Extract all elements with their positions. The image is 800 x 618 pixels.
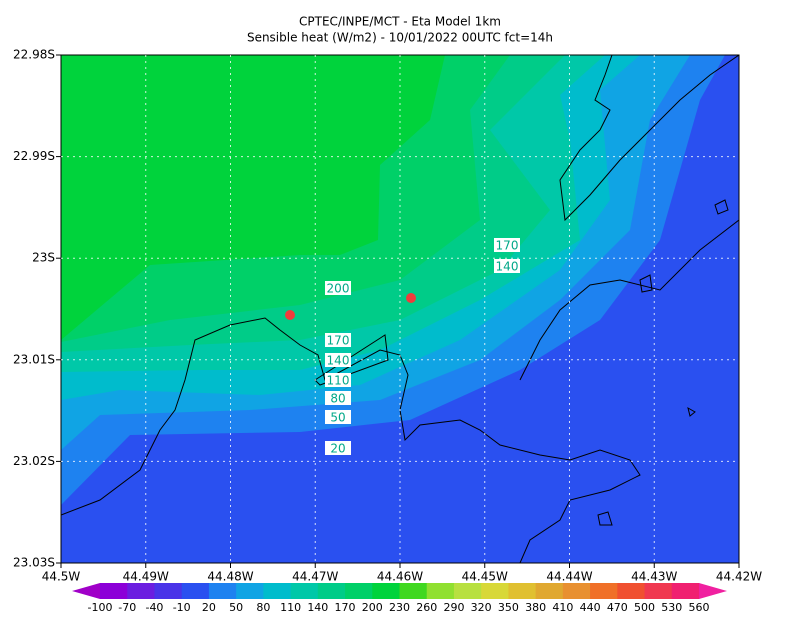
- colorbar-segment: [535, 583, 564, 599]
- colorbar-label: 230: [389, 601, 410, 614]
- colorbar-segment: [208, 583, 237, 599]
- coastline: [314, 334, 389, 386]
- x-tick-label: 44.45W: [462, 570, 508, 584]
- y-tick-label: 23.01S: [13, 352, 55, 366]
- colorbar-segment: [453, 583, 482, 599]
- colorbar-label: 560: [689, 601, 710, 614]
- colorbar-segment: [426, 583, 455, 599]
- colorbar-label: 440: [580, 601, 601, 614]
- colorbar-label: 200: [362, 601, 383, 614]
- colorbar-segment: [263, 583, 292, 599]
- y-tick-label: 23S: [32, 251, 55, 265]
- coastline: [519, 219, 739, 381]
- colorbar-end: [72, 583, 100, 599]
- colorbar-segment: [317, 583, 346, 599]
- contour-label-box: [325, 410, 351, 424]
- y-tick-label: 22.98S: [13, 48, 55, 62]
- colorbar-label: 110: [280, 601, 301, 614]
- colorbar-label: 170: [335, 601, 356, 614]
- contour-label: 110: [327, 374, 350, 388]
- shade: [61, 55, 445, 340]
- contour-label-box: [325, 441, 351, 455]
- colorbar-segment: [372, 583, 400, 599]
- title-line: Sensible heat (W/m2) - 10/01/2022 00UTC …: [247, 31, 553, 45]
- contour-label-box: [494, 259, 520, 273]
- contour-label: 140: [327, 354, 350, 368]
- contour-label: 50: [330, 411, 345, 425]
- colorbar-segment: [508, 583, 537, 599]
- colorbar-segment: [562, 583, 591, 599]
- colorbar-segment: [100, 583, 128, 599]
- colorbar-label: 20: [202, 601, 216, 614]
- contour-label: 170: [496, 239, 519, 253]
- colorbar-segment: [399, 583, 428, 599]
- colorbar-label: 410: [552, 601, 573, 614]
- contour-label-box: [325, 373, 351, 387]
- colorbar-label: -100: [88, 601, 113, 614]
- x-tick-label: 44.46W: [377, 570, 423, 584]
- coastline: [559, 55, 739, 222]
- x-tick-label: 44.47W: [292, 570, 338, 584]
- colorbar-segment: [236, 583, 264, 599]
- y-tick-label: 22.99S: [13, 149, 55, 163]
- colorbar-label: 530: [661, 601, 682, 614]
- colorbar-label: 290: [443, 601, 464, 614]
- contour-label: 20: [330, 442, 345, 456]
- contour-label: 200: [327, 282, 350, 296]
- x-tick-label: 44.5W: [42, 570, 81, 584]
- contour-label: 170: [327, 334, 350, 348]
- x-tick-label: 44.42W: [716, 570, 762, 584]
- colorbar-label: 320: [471, 601, 492, 614]
- colorbar-label: 140: [307, 601, 328, 614]
- contour-label-box: [325, 353, 351, 367]
- contour-labels: 170 140 200 170 140 110 80 50 20: [325, 238, 520, 456]
- contour-label-box: [325, 281, 351, 295]
- coastline: [597, 199, 729, 526]
- colorbar-label: 380: [525, 601, 546, 614]
- colorbar-segment: [644, 583, 673, 599]
- colorbar-segment: [617, 583, 646, 599]
- y-tick-label: 23.02S: [13, 454, 55, 468]
- contour-label: 80: [330, 392, 345, 406]
- y-tick-label: 23.03S: [13, 556, 55, 570]
- title-line: CPTEC/INPE/MCT - Eta Model 1km: [299, 15, 501, 29]
- colorbar-segment: [481, 583, 509, 599]
- colorbar-label: 50: [229, 601, 243, 614]
- station-marker: [285, 310, 295, 320]
- colorbar-label: 260: [416, 601, 437, 614]
- field: [61, 55, 739, 563]
- contour-label-box: [325, 391, 351, 405]
- colorbar-label: 500: [634, 601, 655, 614]
- colorbar-label: 470: [607, 601, 628, 614]
- colorbar-segment: [290, 583, 319, 599]
- colorbar-segment: [154, 583, 183, 599]
- colorbar-segment: [590, 583, 618, 599]
- colorbar-label: 80: [256, 601, 270, 614]
- colorbar-segment: [671, 583, 700, 599]
- colorbar-label: -40: [145, 601, 163, 614]
- contour-label: 140: [496, 260, 519, 274]
- contour-label-box: [494, 238, 520, 252]
- colorbar: -100 -70 -40 -10 20 50 80 110 140 170 200 230 260 290…: [72, 583, 727, 614]
- x-tick-label: 44.43W: [631, 570, 677, 584]
- colorbar-segment: [181, 583, 210, 599]
- colorbar-segment: [127, 583, 155, 599]
- colorbar-end: [699, 583, 727, 599]
- x-tick-label: 44.49W: [123, 570, 169, 584]
- colorbar-label: 350: [498, 601, 519, 614]
- station-marker: [406, 293, 416, 303]
- colorbar-label: -10: [173, 601, 191, 614]
- coastline: [61, 317, 641, 563]
- colorbar-segment: [345, 583, 373, 599]
- x-tick-label: 44.48W: [207, 570, 253, 584]
- x-tick-label: 44.44W: [546, 570, 592, 584]
- colorbar-label: -70: [118, 601, 136, 614]
- contour-label-box: [325, 333, 351, 347]
